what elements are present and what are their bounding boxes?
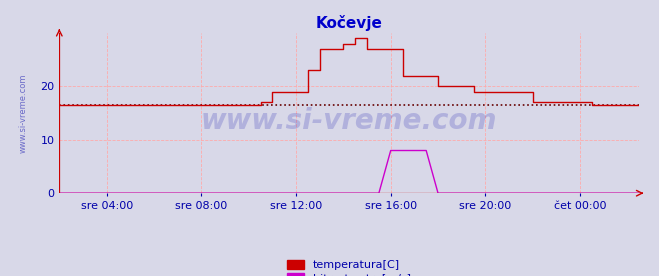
Title: Kočevje: Kočevje [316,15,383,31]
Text: www.si-vreme.com: www.si-vreme.com [201,107,498,135]
Legend: temperatura[C], hitrost vetra[m/s]: temperatura[C], hitrost vetra[m/s] [284,257,415,276]
Text: www.si-vreme.com: www.si-vreme.com [19,73,28,153]
